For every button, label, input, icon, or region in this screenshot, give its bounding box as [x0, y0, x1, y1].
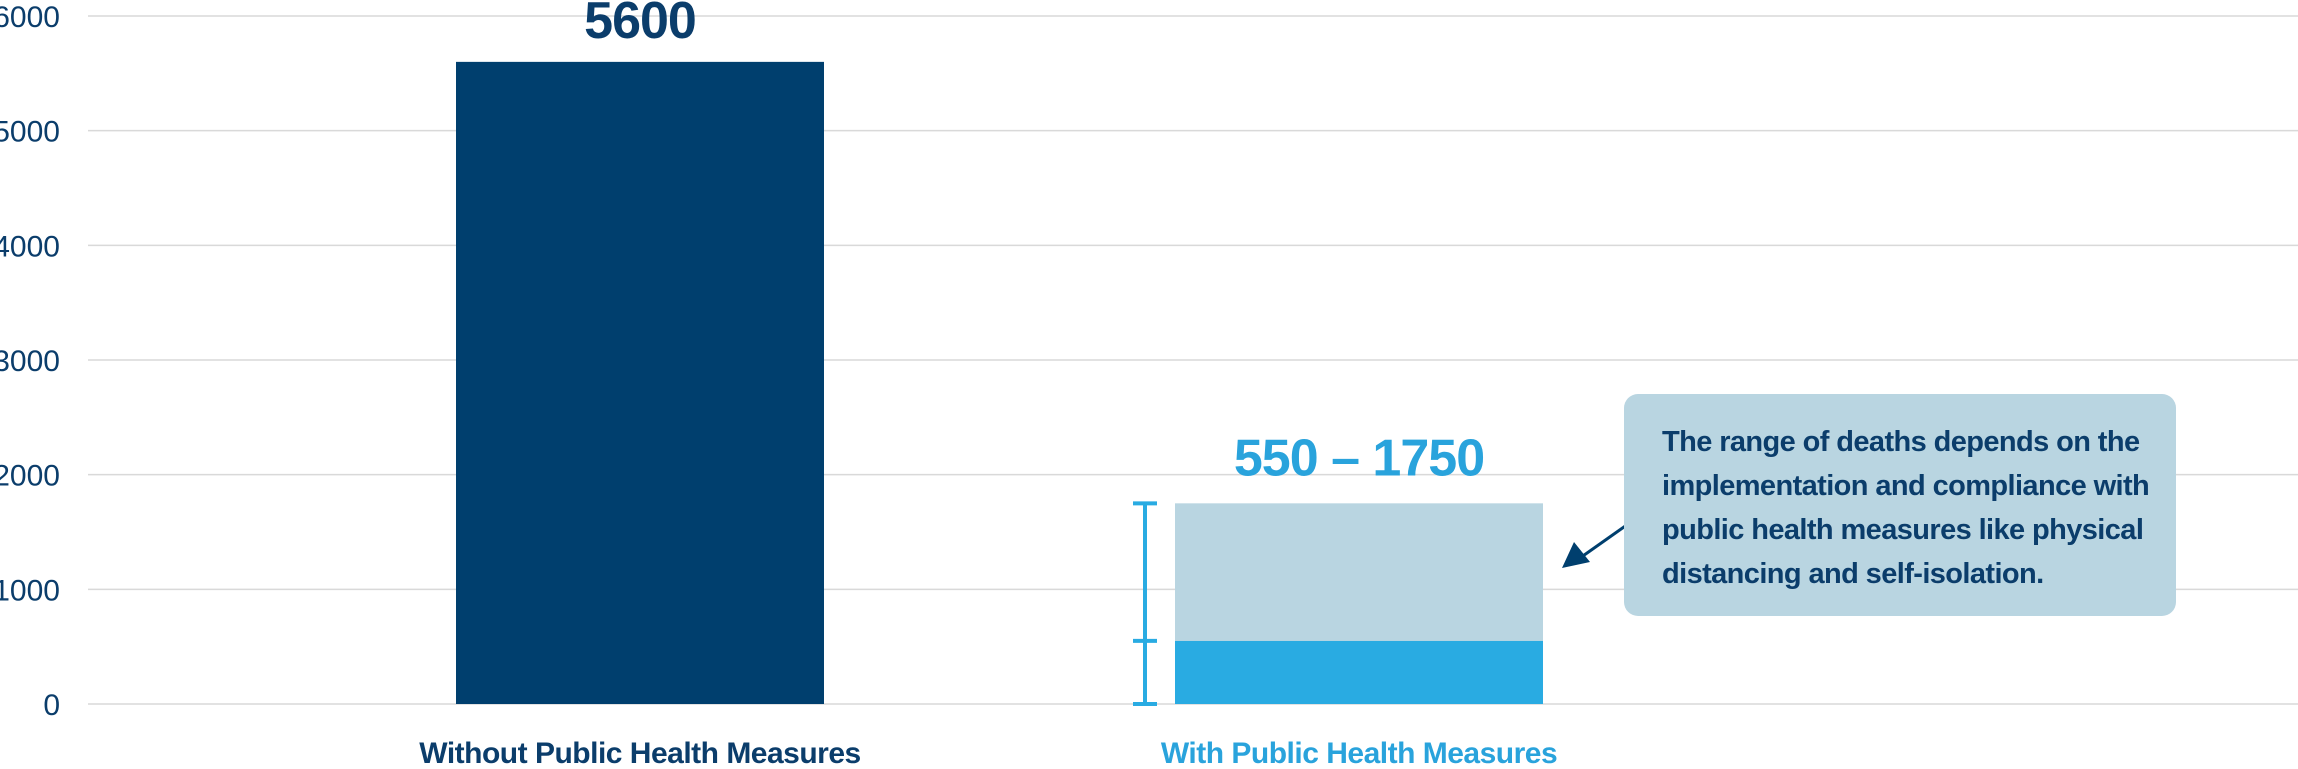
- bar-without-measures: [456, 61, 824, 705]
- bar-range-segment: [1175, 503, 1543, 641]
- y-tick-label: 2000: [0, 460, 60, 493]
- y-tick-label: 4000: [0, 230, 60, 263]
- category-label: With Public Health Measures: [1161, 737, 1557, 769]
- annotation-line: public health measures like physical: [1662, 514, 2144, 546]
- annotation-line: distancing and self-isolation.: [1662, 558, 2044, 590]
- annotation-callout: The range of deaths depends on the imple…: [1624, 394, 2176, 616]
- category-label: Without Public Health Measures: [419, 737, 860, 769]
- y-tick-label: 6000: [0, 1, 60, 34]
- annotation-line: implementation and compliance with: [1662, 470, 2150, 502]
- y-tick-label: 3000: [0, 345, 60, 378]
- y-tick-label: 0: [43, 689, 60, 722]
- arrow-head-icon: [1562, 542, 1590, 568]
- annotation-line: The range of deaths depends on the: [1662, 426, 2140, 458]
- annotation-text: The range of deaths depends on the imple…: [1662, 420, 2156, 596]
- bar-value-label: 5600: [584, 0, 696, 50]
- bar-range-label: 550 – 1750: [1234, 429, 1484, 487]
- y-tick-label: 5000: [0, 116, 60, 149]
- y-tick-label: 1000: [0, 574, 60, 607]
- bar-low-segment: [1175, 640, 1543, 704]
